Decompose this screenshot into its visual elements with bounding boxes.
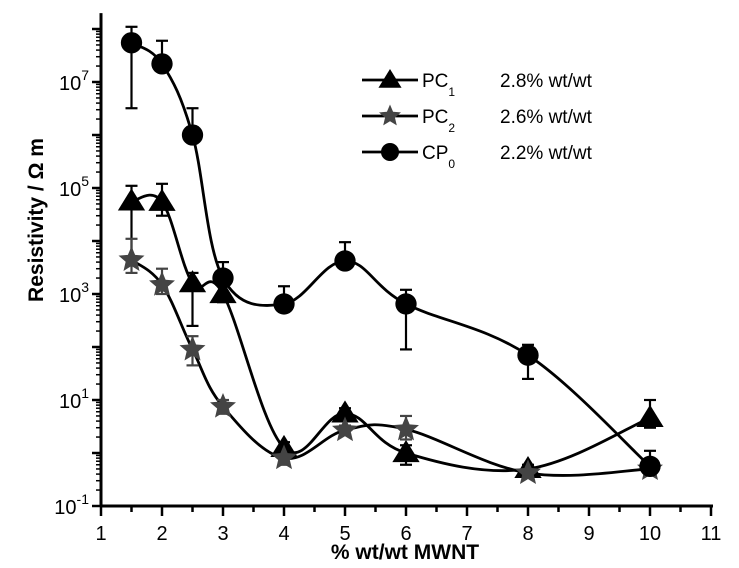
x-axis-title: % wt/wt MWNT xyxy=(331,541,479,564)
x-tick-label: 7 xyxy=(461,523,472,545)
marker-pc1 xyxy=(148,188,176,211)
marker-cp0 xyxy=(395,293,417,315)
data-markers xyxy=(117,32,664,485)
y-tick-label: 10-1 xyxy=(54,491,89,519)
marker-pc2 xyxy=(118,246,145,271)
x-tick-label: 11 xyxy=(701,523,722,545)
x-tick-label: 9 xyxy=(583,523,594,545)
marker-pc2 xyxy=(210,392,236,418)
marker-cp0 xyxy=(273,293,295,315)
marker-pc2 xyxy=(179,335,206,361)
y-axis-title: Resistivity / Ω m xyxy=(25,138,48,302)
x-tick-label: 2 xyxy=(156,523,167,545)
marker-cp0 xyxy=(517,344,539,366)
x-tick-label: 6 xyxy=(400,523,411,545)
y-tick-label: 101 xyxy=(59,385,89,413)
marker-cp0 xyxy=(334,250,356,272)
x-tick-label: 3 xyxy=(217,523,228,545)
legend-marker-cp0 xyxy=(380,142,400,162)
marker-cp0 xyxy=(120,32,143,54)
y-tick-label: 107 xyxy=(59,67,89,95)
x-tick-label: 5 xyxy=(339,523,350,545)
legend: PC1 2.8% wt/wt PC2 2.6% wt/wt CP0 2.2% wt/wt xyxy=(362,69,593,171)
marker-pc2 xyxy=(149,271,175,296)
x-tick-label: 4 xyxy=(278,523,289,545)
marker-pc1 xyxy=(331,400,359,423)
x-tick-label: 1 xyxy=(95,523,106,545)
x-tick-label: 10 xyxy=(639,523,661,545)
marker-pc1 xyxy=(636,404,664,427)
legend-label-pc1: PC1 xyxy=(422,71,455,99)
error-bars xyxy=(125,25,656,479)
legend-label-pc2: PC2 xyxy=(422,107,455,135)
marker-pc1 xyxy=(209,281,237,304)
legend-marker-pc2 xyxy=(379,104,401,126)
marker-pc2 xyxy=(332,416,358,442)
marker-cp0 xyxy=(212,267,234,289)
marker-pc2 xyxy=(393,415,419,441)
marker-pc1 xyxy=(117,188,146,211)
marker-pc1 xyxy=(178,270,207,293)
legend-note-cp0: 2.2% wt/wt xyxy=(500,143,593,164)
marker-cp0 xyxy=(151,53,173,75)
legend-marker-pc1 xyxy=(378,69,402,88)
marker-cp0 xyxy=(181,124,204,146)
legend-note-pc1: 2.8% wt/wt xyxy=(500,71,593,92)
marker-cp0 xyxy=(639,455,661,478)
marker-pc2 xyxy=(515,459,541,485)
legend-label-cp0: CP0 xyxy=(422,143,455,171)
y-tick-label: 105 xyxy=(59,173,89,201)
marker-pc2 xyxy=(271,444,297,470)
x-tick-label: 8 xyxy=(522,523,533,545)
legend-note-pc2: 2.6% wt/wt xyxy=(500,107,593,128)
y-tick-label: 103 xyxy=(59,279,89,307)
axes: 1 2 3 4 5 6 7 8 9 10 11 10-1 101 103 105 107 xyxy=(54,13,721,545)
marker-pc1 xyxy=(392,440,420,463)
fit-curve-pc2 xyxy=(130,258,651,477)
